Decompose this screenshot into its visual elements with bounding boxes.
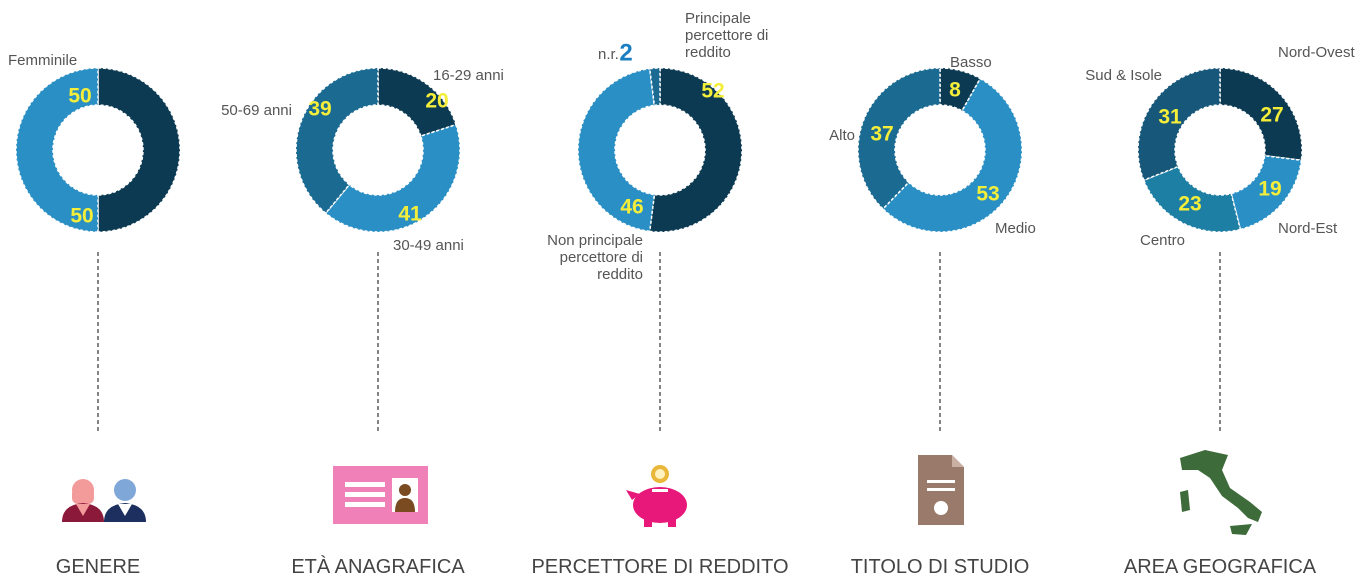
gender-icon bbox=[62, 479, 146, 522]
donut-slice bbox=[577, 67, 656, 233]
category-label: 30-49 anni bbox=[393, 237, 464, 254]
category-label: Femminile bbox=[8, 52, 78, 69]
category-label: Non principale percettore di reddito bbox=[547, 232, 643, 283]
value-label: 41 bbox=[398, 203, 422, 226]
chart-title: GENERE bbox=[55, 556, 141, 578]
value-label: 53 bbox=[976, 183, 999, 206]
italy-map-icon bbox=[1180, 450, 1262, 535]
chart-title: AREA GEOGRAFICA bbox=[1123, 556, 1317, 578]
value-label: 23 bbox=[1178, 193, 1201, 216]
diploma-icon bbox=[918, 455, 964, 525]
category-label: Sud & Isole bbox=[1085, 67, 1162, 84]
category-label: Medio bbox=[995, 220, 1036, 237]
value-label: 46 bbox=[620, 196, 643, 219]
value-label: 39 bbox=[308, 98, 331, 121]
donut-slice bbox=[648, 67, 743, 233]
category-label: Principale percettore di reddito bbox=[685, 10, 769, 61]
value-label: 37 bbox=[870, 123, 893, 146]
donut-slice bbox=[295, 67, 379, 215]
donut-slice bbox=[324, 123, 461, 233]
value-label: 19 bbox=[1258, 178, 1281, 201]
chart-title: ETÀ ANAGRAFICA bbox=[291, 556, 465, 578]
donut-slice bbox=[881, 77, 1023, 233]
value-label: 52 bbox=[701, 80, 724, 103]
donut-slice bbox=[648, 67, 661, 107]
donut-slice bbox=[1219, 67, 1303, 162]
chart-title: TITOLO DI STUDIO bbox=[850, 556, 1030, 578]
chart-title: PERCETTORE DI REDDITO bbox=[531, 556, 789, 578]
category-label: Alto bbox=[829, 127, 855, 144]
value-label: 20 bbox=[425, 90, 448, 113]
category-label: Basso bbox=[950, 54, 992, 71]
category-label: Centro bbox=[1140, 232, 1186, 249]
value-label: 50 bbox=[68, 85, 91, 108]
donut-slice bbox=[15, 67, 99, 233]
category-label: 50-69 anni bbox=[221, 102, 292, 119]
donut-slice bbox=[97, 67, 181, 233]
category-label: 16-29 anni bbox=[433, 67, 504, 84]
category-label: n.r. bbox=[598, 46, 619, 63]
value-label: 2 bbox=[619, 39, 632, 66]
id-card-icon bbox=[333, 466, 428, 524]
value-label: 27 bbox=[1260, 104, 1283, 127]
donut-slice bbox=[1142, 165, 1242, 233]
category-label: Nord-Est bbox=[1278, 220, 1338, 237]
donut-slice bbox=[857, 67, 941, 210]
value-label: 31 bbox=[1158, 106, 1182, 129]
value-label: 8 bbox=[949, 79, 961, 102]
donut-slice bbox=[1137, 67, 1221, 182]
value-label: 50 bbox=[70, 205, 93, 228]
category-label: Nord-Ovest bbox=[1278, 44, 1355, 61]
piggy-bank-icon bbox=[626, 465, 687, 527]
